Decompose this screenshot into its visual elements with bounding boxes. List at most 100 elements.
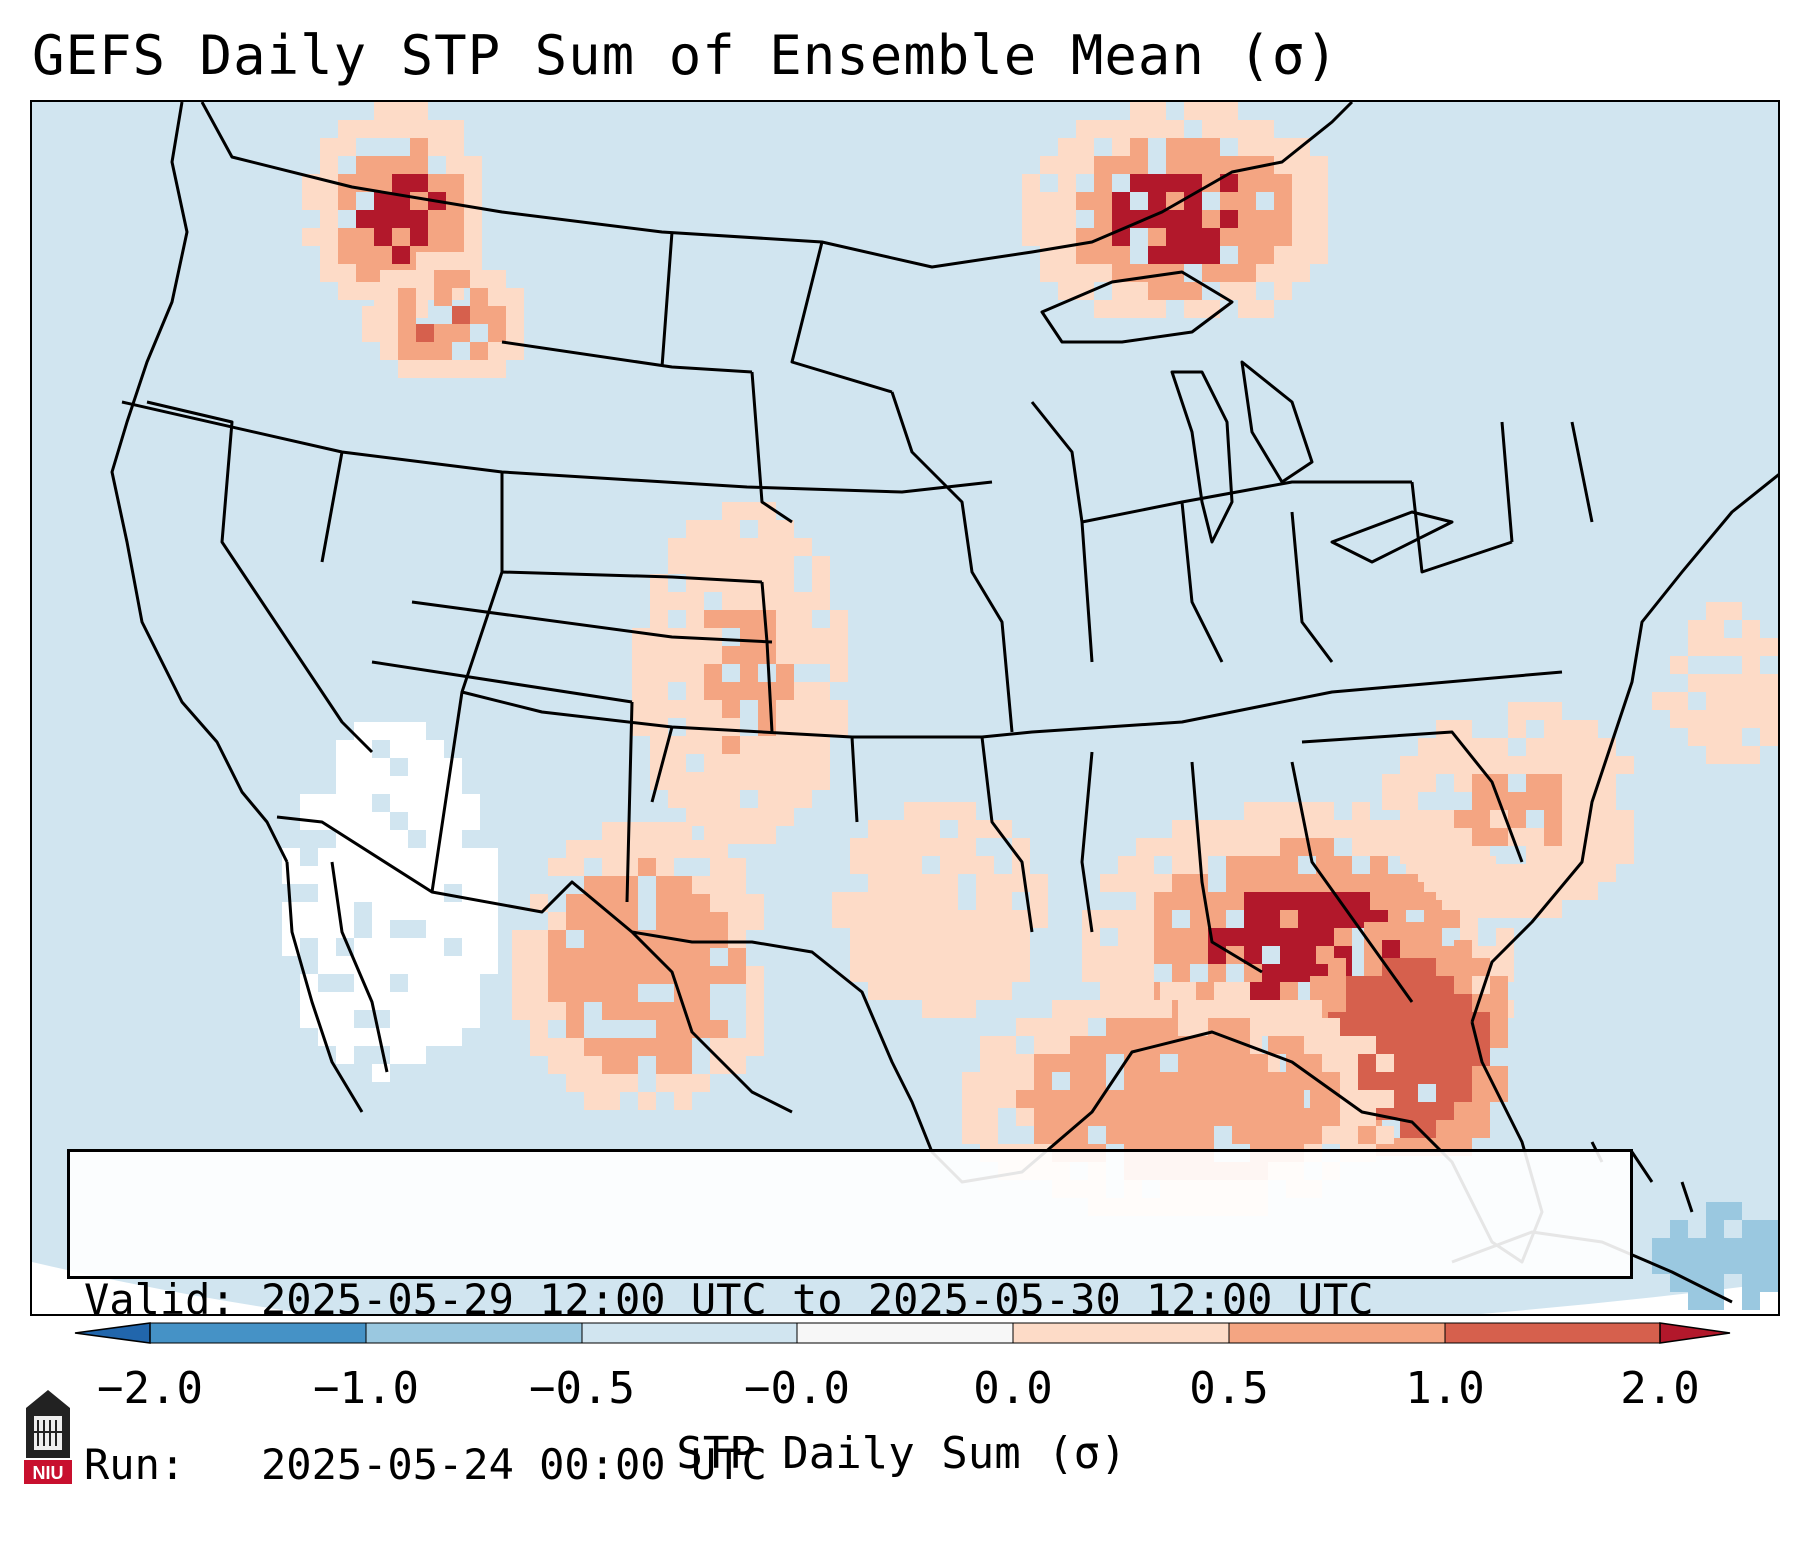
grid-cell bbox=[1076, 192, 1094, 210]
grid-cell bbox=[426, 1028, 444, 1046]
grid-cell bbox=[1016, 1108, 1034, 1126]
grid-cell bbox=[1250, 1054, 1268, 1072]
grid-cell bbox=[1508, 882, 1526, 900]
grid-cell bbox=[1760, 1274, 1778, 1292]
grid-cell bbox=[1034, 1126, 1052, 1144]
grid-cell bbox=[776, 538, 794, 556]
grid-cell bbox=[1304, 1018, 1322, 1036]
grid-cell bbox=[434, 270, 452, 288]
grid-cell bbox=[336, 740, 354, 758]
grid-cell bbox=[1580, 756, 1598, 774]
grid-cell bbox=[488, 342, 506, 360]
grid-cell bbox=[650, 736, 668, 754]
grid-cell bbox=[1094, 192, 1112, 210]
grid-cell bbox=[410, 138, 428, 156]
grid-cell bbox=[1496, 946, 1514, 964]
grid-cell bbox=[338, 138, 356, 156]
grid-cell bbox=[686, 592, 704, 610]
grid-cell bbox=[462, 812, 480, 830]
grid-cell bbox=[302, 228, 320, 246]
grid-cell bbox=[428, 174, 446, 192]
grid-cell bbox=[710, 930, 728, 948]
grid-cell bbox=[1400, 792, 1418, 810]
grid-cell bbox=[1130, 102, 1148, 120]
grid-cell bbox=[1310, 246, 1328, 264]
grid-cell bbox=[638, 840, 656, 858]
grid-cell bbox=[1274, 264, 1292, 282]
grid-cell bbox=[1418, 958, 1436, 976]
grid-cell bbox=[632, 718, 650, 736]
grid-cell bbox=[1388, 892, 1406, 910]
grid-cell bbox=[1058, 156, 1076, 174]
grid-cell bbox=[1058, 192, 1076, 210]
grid-cell bbox=[480, 848, 498, 866]
grid-cell bbox=[1418, 976, 1436, 994]
grid-cell bbox=[1214, 1036, 1232, 1054]
grid-cell bbox=[1400, 1102, 1418, 1120]
grid-cell bbox=[1136, 856, 1154, 874]
grid-cell bbox=[868, 874, 886, 892]
colorbar-extend-left bbox=[74, 1322, 151, 1344]
grid-cell bbox=[1142, 1090, 1160, 1108]
grid-cell bbox=[480, 920, 498, 938]
grid-cell bbox=[740, 754, 758, 772]
grid-cell bbox=[1472, 774, 1490, 792]
grid-cell bbox=[1400, 922, 1418, 940]
grid-cell bbox=[584, 930, 602, 948]
grid-cell bbox=[1688, 674, 1706, 692]
grid-cell bbox=[1334, 910, 1352, 928]
grid-cell bbox=[1376, 1090, 1394, 1108]
grid-cell bbox=[1184, 102, 1202, 120]
grid-cell bbox=[620, 966, 638, 984]
grid-cell bbox=[1256, 210, 1274, 228]
grid-cell bbox=[1058, 210, 1076, 228]
grid-cell bbox=[1142, 1018, 1160, 1036]
grid-cell bbox=[758, 538, 776, 556]
grid-cell bbox=[1208, 838, 1226, 856]
grid-cell bbox=[318, 956, 336, 974]
grid-cell bbox=[1580, 828, 1598, 846]
grid-cell bbox=[1262, 820, 1280, 838]
grid-cell bbox=[686, 556, 704, 574]
grid-cell bbox=[776, 610, 794, 628]
grid-cell bbox=[1346, 976, 1364, 994]
colorbar-bin bbox=[365, 1322, 583, 1344]
grid-cell bbox=[1148, 192, 1166, 210]
grid-cell bbox=[638, 1038, 656, 1056]
grid-cell bbox=[1238, 300, 1256, 318]
grid-cell bbox=[1142, 1054, 1160, 1072]
grid-cell bbox=[512, 1002, 530, 1020]
grid-cell bbox=[1040, 192, 1058, 210]
grid-cell bbox=[566, 1074, 584, 1092]
grid-cell bbox=[372, 938, 390, 956]
grid-cell bbox=[512, 948, 530, 966]
grid-cell bbox=[722, 772, 740, 790]
grid-cell bbox=[530, 966, 548, 984]
grid-cell bbox=[1322, 1018, 1340, 1036]
grid-cell bbox=[410, 192, 428, 210]
grid-cell bbox=[1562, 792, 1580, 810]
grid-cell bbox=[584, 984, 602, 1002]
grid-cell bbox=[1172, 874, 1190, 892]
grid-cell bbox=[354, 884, 372, 902]
grid-cell bbox=[446, 228, 464, 246]
grid-cell bbox=[722, 700, 740, 718]
grid-cell bbox=[566, 858, 584, 876]
grid-cell bbox=[1304, 1000, 1322, 1018]
grid-cell bbox=[1454, 1012, 1472, 1030]
grid-cell bbox=[886, 838, 904, 856]
grid-cell bbox=[1070, 1126, 1088, 1144]
grid-cell bbox=[1328, 976, 1346, 994]
grid-cell bbox=[1232, 1090, 1250, 1108]
grid-cell bbox=[1220, 228, 1238, 246]
grid-cell bbox=[1508, 900, 1526, 918]
map-svg bbox=[32, 102, 1778, 1314]
grid-cell bbox=[1112, 138, 1130, 156]
grid-cell bbox=[922, 964, 940, 982]
grid-cell bbox=[722, 754, 740, 772]
grid-cell bbox=[392, 174, 410, 192]
grid-cell bbox=[1274, 282, 1292, 300]
grid-cell bbox=[1148, 264, 1166, 282]
grid-cell bbox=[372, 974, 390, 992]
grid-cell bbox=[1166, 228, 1184, 246]
